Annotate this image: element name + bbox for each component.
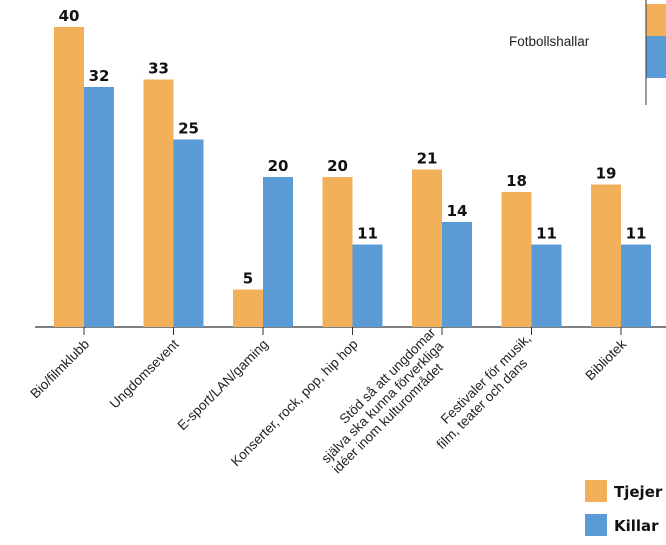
partial-bar-killar [646,36,666,78]
bar-tjejer-4 [412,169,442,327]
legend-swatch-tjejer [585,480,607,502]
category-label-line: film, teater och dans [434,355,531,452]
bar-killar-3 [352,244,383,327]
legend-label-killar: Killar [614,517,659,535]
value-label-tjejer-0: 40 [59,7,80,25]
category-label-line: Bibliotek [582,336,629,383]
value-label-killar-3: 11 [357,225,378,243]
bar-killar-5 [531,244,562,327]
value-label-killar-1: 25 [178,120,199,138]
bar-killar-4 [442,222,472,327]
bar-tjejer-5 [501,192,532,327]
legend-label-tjejer: Tjejer [614,483,663,501]
category-label-line: E-sport/LAN/gaming [175,337,272,434]
bar-tjejer-6 [591,184,621,327]
value-label-tjejer-1: 33 [148,60,169,78]
bar-tjejer-2 [233,289,263,327]
value-label-killar-5: 11 [536,225,557,243]
value-label-killar-2: 20 [268,157,289,175]
bar-killar-2 [263,177,293,327]
value-label-tjejer-4: 21 [417,150,438,168]
value-label-tjejer-5: 18 [506,172,527,190]
bar-tjejer-0 [54,27,84,327]
value-label-killar-6: 11 [626,225,647,243]
category-label-line: Ungdomsevent [107,336,182,411]
value-label-tjejer-6: 19 [596,165,617,183]
category-label-1: Ungdomsevent [107,336,182,411]
category-label-6: Bibliotek [582,336,629,383]
bar-tjejer-3 [322,177,353,327]
bar-tjejer-1 [143,79,174,327]
category-label-line: Bio/filmklubb [27,337,92,402]
bar-killar-1 [173,139,204,327]
bar-killar-0 [84,87,114,327]
legend-swatch-killar [585,514,607,536]
partial-category-label: Fotbollshallar [509,34,590,49]
partial-bar-tjejer [646,4,666,36]
value-label-killar-0: 32 [89,67,110,85]
category-label-0: Bio/filmklubb [27,337,92,402]
bar-killar-6 [621,244,651,327]
value-label-tjejer-2: 5 [243,270,253,288]
value-label-killar-4: 14 [447,202,468,220]
category-label-2: E-sport/LAN/gaming [175,337,272,434]
category-label-4: Stöd så att ungdomarsjälva ska kunna för… [308,325,460,477]
category-label-line: Festivaler för musik, [438,331,534,427]
value-label-tjejer-3: 20 [327,157,348,175]
